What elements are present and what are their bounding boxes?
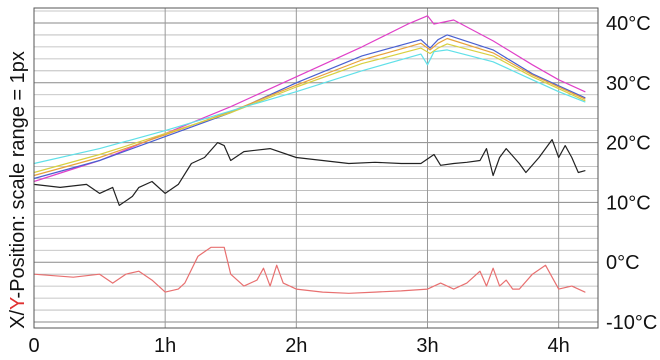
x-tick-label: 1h [154, 335, 176, 357]
x-tick-label: 0 [28, 335, 39, 357]
x-tick-label: 2h [285, 335, 307, 357]
series-line-magenta [33, 15, 586, 183]
y-tick-label: 10°C [606, 192, 651, 214]
y-tick-label: 0°C [606, 252, 640, 274]
plot-frame [33, 7, 599, 329]
y-tick-label: 20°C [606, 133, 651, 155]
y-axis-label: X/Y-Position: scale range = 1px [7, 51, 29, 329]
series-line-red [33, 246, 586, 294]
grid [33, 8, 598, 328]
y-axis-ticks: 40°C 30°C 20°C 10°C 0°C -10°C [606, 13, 657, 334]
series-line-cyan [33, 49, 586, 165]
x-axis-ticks: 0 1h 2h 3h 4h [28, 335, 569, 357]
series-line-black [33, 139, 586, 206]
y-axis-label-prefix: X/ [7, 310, 29, 329]
y-tick-label: -10°C [606, 312, 657, 334]
series-line-yellow [33, 43, 586, 174]
y-axis-label-suffix: -Position: scale range = 1px [7, 51, 29, 298]
y-axis-label-highlight: Y [7, 297, 29, 310]
series-layer [33, 15, 586, 294]
x-tick-label: 3h [416, 335, 438, 357]
y-tick-label: 40°C [606, 13, 651, 35]
series-line-blue [33, 34, 586, 180]
plot-border [33, 7, 599, 329]
x-tick-label: 4h [548, 335, 570, 357]
series-line-orange [33, 37, 586, 177]
y-tick-label: 30°C [606, 73, 651, 95]
